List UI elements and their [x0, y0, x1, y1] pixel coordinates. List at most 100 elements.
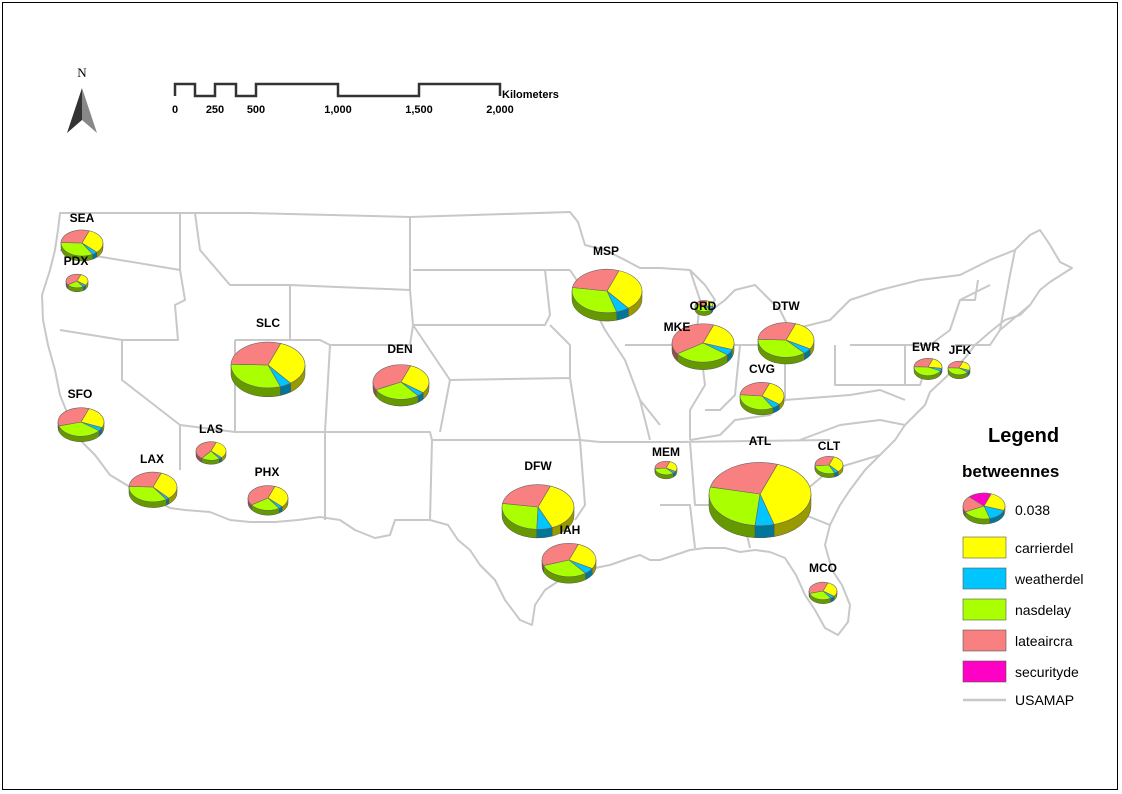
airport-atl-carrierdel-slice: [759, 463, 812, 525]
airport-atl-pie: [708, 462, 812, 539]
airport-label-sfo: SFO: [68, 387, 93, 401]
airport-mke-pie: [671, 323, 735, 370]
airport-lax-pie: [128, 471, 178, 508]
airport-den-lateaircra-slice: [372, 364, 412, 391]
legend-label-lateaircra: lateaircra: [1015, 633, 1073, 649]
airport-den-nasdelay-slice: [375, 381, 419, 400]
airport-ewr-nasdelay-slice: [913, 366, 941, 376]
airport-sea-carrierdel-slice: [81, 230, 104, 253]
airport-iah-lateaircra-slice: [541, 542, 579, 566]
scale-tick-500: 500: [247, 104, 265, 116]
scale-tick-250: 250: [206, 104, 224, 116]
airport-dtw-lateaircra-slice: [757, 322, 797, 341]
airport-den-carrierdel-slice: [400, 365, 430, 394]
airport-ord-pie: [694, 300, 714, 316]
airport-slc-nasdelay-slice: [230, 363, 281, 389]
airport-label-dfw: DFW: [524, 459, 552, 473]
airport-ewr-lateaircra-slice: [913, 358, 934, 368]
airport-msp-carrierdel-slice: [606, 270, 643, 309]
airport-lax-lateaircra-slice: [128, 471, 162, 488]
airport-label-mem: MEM: [652, 445, 680, 459]
scale-tick-1000: 1,000: [324, 104, 352, 116]
airport-jfk-nasdelay-slice: [947, 367, 969, 376]
legend-usamap-label: USAMAP: [1015, 692, 1074, 708]
legend-swatch-securityde: [962, 660, 1007, 683]
airport-dtw-nasdelay-slice: [757, 339, 805, 358]
airport-mke-nasdelay-slice: [676, 342, 728, 363]
airport-label-dtw: DTW: [772, 299, 800, 313]
airport-label-den: DEN: [387, 342, 412, 356]
airport-label-cvg: CVG: [749, 362, 775, 376]
airport-phx-pie: [247, 485, 289, 516]
airport-mco-nasdelay-slice: [809, 590, 832, 600]
airport-sea-lateaircra-slice: [60, 229, 90, 244]
legend: Legend betweennes 0.038 carrierdel weathe…: [962, 425, 1084, 708]
airport-label-mco: MCO: [809, 561, 837, 575]
airport-msp-lateaircra-slice: [572, 269, 620, 292]
airport-label-ord: ORD: [690, 299, 717, 313]
airport-cvg-nasdelay-slice: [739, 394, 774, 410]
airport-cvg-lateaircra-slice: [739, 382, 771, 397]
airport-sea-pie: [60, 229, 104, 262]
airport-label-pdx: PDX: [64, 254, 89, 268]
legend-size-pie: [962, 492, 1006, 525]
airport-phx-lateaircra-slice: [247, 485, 276, 506]
airport-ord-nasdelay-slice: [694, 303, 712, 312]
airport-label-ewr: EWR: [912, 340, 940, 354]
legend-size-value: 0.038: [1015, 502, 1050, 518]
airport-pies: SEA PDX SFO LAX LAS PHX SLC DEN DFW IAH MSP ORD MKE D…: [57, 211, 972, 604]
airport-mco-pie: [808, 582, 838, 604]
airport-atl-nasdelay-slice: [708, 486, 761, 526]
north-arrow-left-half: [67, 88, 82, 133]
airport-mco-lateaircra-slice: [808, 582, 829, 594]
airport-label-msp: MSP: [593, 244, 619, 258]
airport-dtw-pie: [757, 322, 815, 365]
airport-jfk-lateaircra-slice: [947, 360, 964, 369]
airport-lax-carrierdel-slice: [152, 472, 178, 499]
airport-iah-carrierdel-slice: [568, 543, 597, 569]
airport-label-jfk: JFK: [949, 343, 972, 357]
airport-den-pie: [372, 364, 430, 407]
airport-dfw-carrierdel-slice: [537, 485, 575, 528]
legend-label-weatherdel: weatherdel: [1014, 571, 1084, 587]
airport-mco-carrierdel-slice: [822, 582, 838, 597]
airport-cvg-pie: [739, 382, 785, 416]
airport-iah-pie: [541, 542, 597, 584]
north-arrow-right-half: [82, 88, 97, 133]
scale-tick-2000: 2,000: [486, 104, 514, 116]
airport-ord-lateaircra-slice: [695, 300, 708, 307]
airport-mke-carrierdel-slice: [702, 324, 735, 350]
airport-label-mke: MKE: [664, 320, 691, 334]
airport-las-carrierdel-slice: [210, 441, 227, 458]
legend-swatch-carrierdel: [962, 536, 1007, 559]
airport-slc-pie: [230, 341, 306, 398]
airport-sfo-carrierdel-slice: [80, 408, 105, 429]
airport-las-lateaircra-slice: [195, 441, 217, 459]
airport-label-las: LAS: [199, 422, 223, 436]
airport-clt-pie: [814, 456, 844, 478]
legend-size-carrierdel-slice: [983, 493, 1006, 511]
airport-atl-lateaircra-slice: [709, 462, 778, 495]
airport-dfw-lateaircra-slice: [502, 484, 551, 508]
legend-items: carrierdel weatherdel nasdelay lateaircra se…: [962, 536, 1084, 683]
airport-jfk-pie: [947, 360, 971, 380]
airport-sfo-nasdelay-slice: [58, 421, 100, 437]
airport-iah-nasdelay-slice: [543, 559, 587, 578]
legend-swatch-weatherdel: [962, 567, 1007, 590]
airport-slc-carrierdel-slice: [267, 343, 306, 384]
airport-dfw-pie: [501, 484, 575, 539]
airport-las-pie: [195, 441, 227, 465]
airport-atl-weatherdel-side: [754, 524, 775, 539]
airport-mke-lateaircra-slice: [671, 323, 715, 355]
airport-phx-nasdelay-slice: [250, 497, 280, 511]
scale-unit: Kilometers: [502, 89, 559, 101]
airport-clt-lateaircra-slice: [814, 456, 835, 467]
airport-cvg-carrierdel-slice: [761, 382, 785, 405]
airport-label-iah: IAH: [560, 523, 581, 537]
legend-title: Legend: [988, 425, 1059, 447]
airport-label-lax: LAX: [140, 452, 164, 466]
airport-clt-nasdelay-slice: [814, 464, 835, 474]
airport-label-sea: SEA: [70, 211, 95, 225]
legend-label-nasdelay: nasdelay: [1015, 602, 1071, 618]
